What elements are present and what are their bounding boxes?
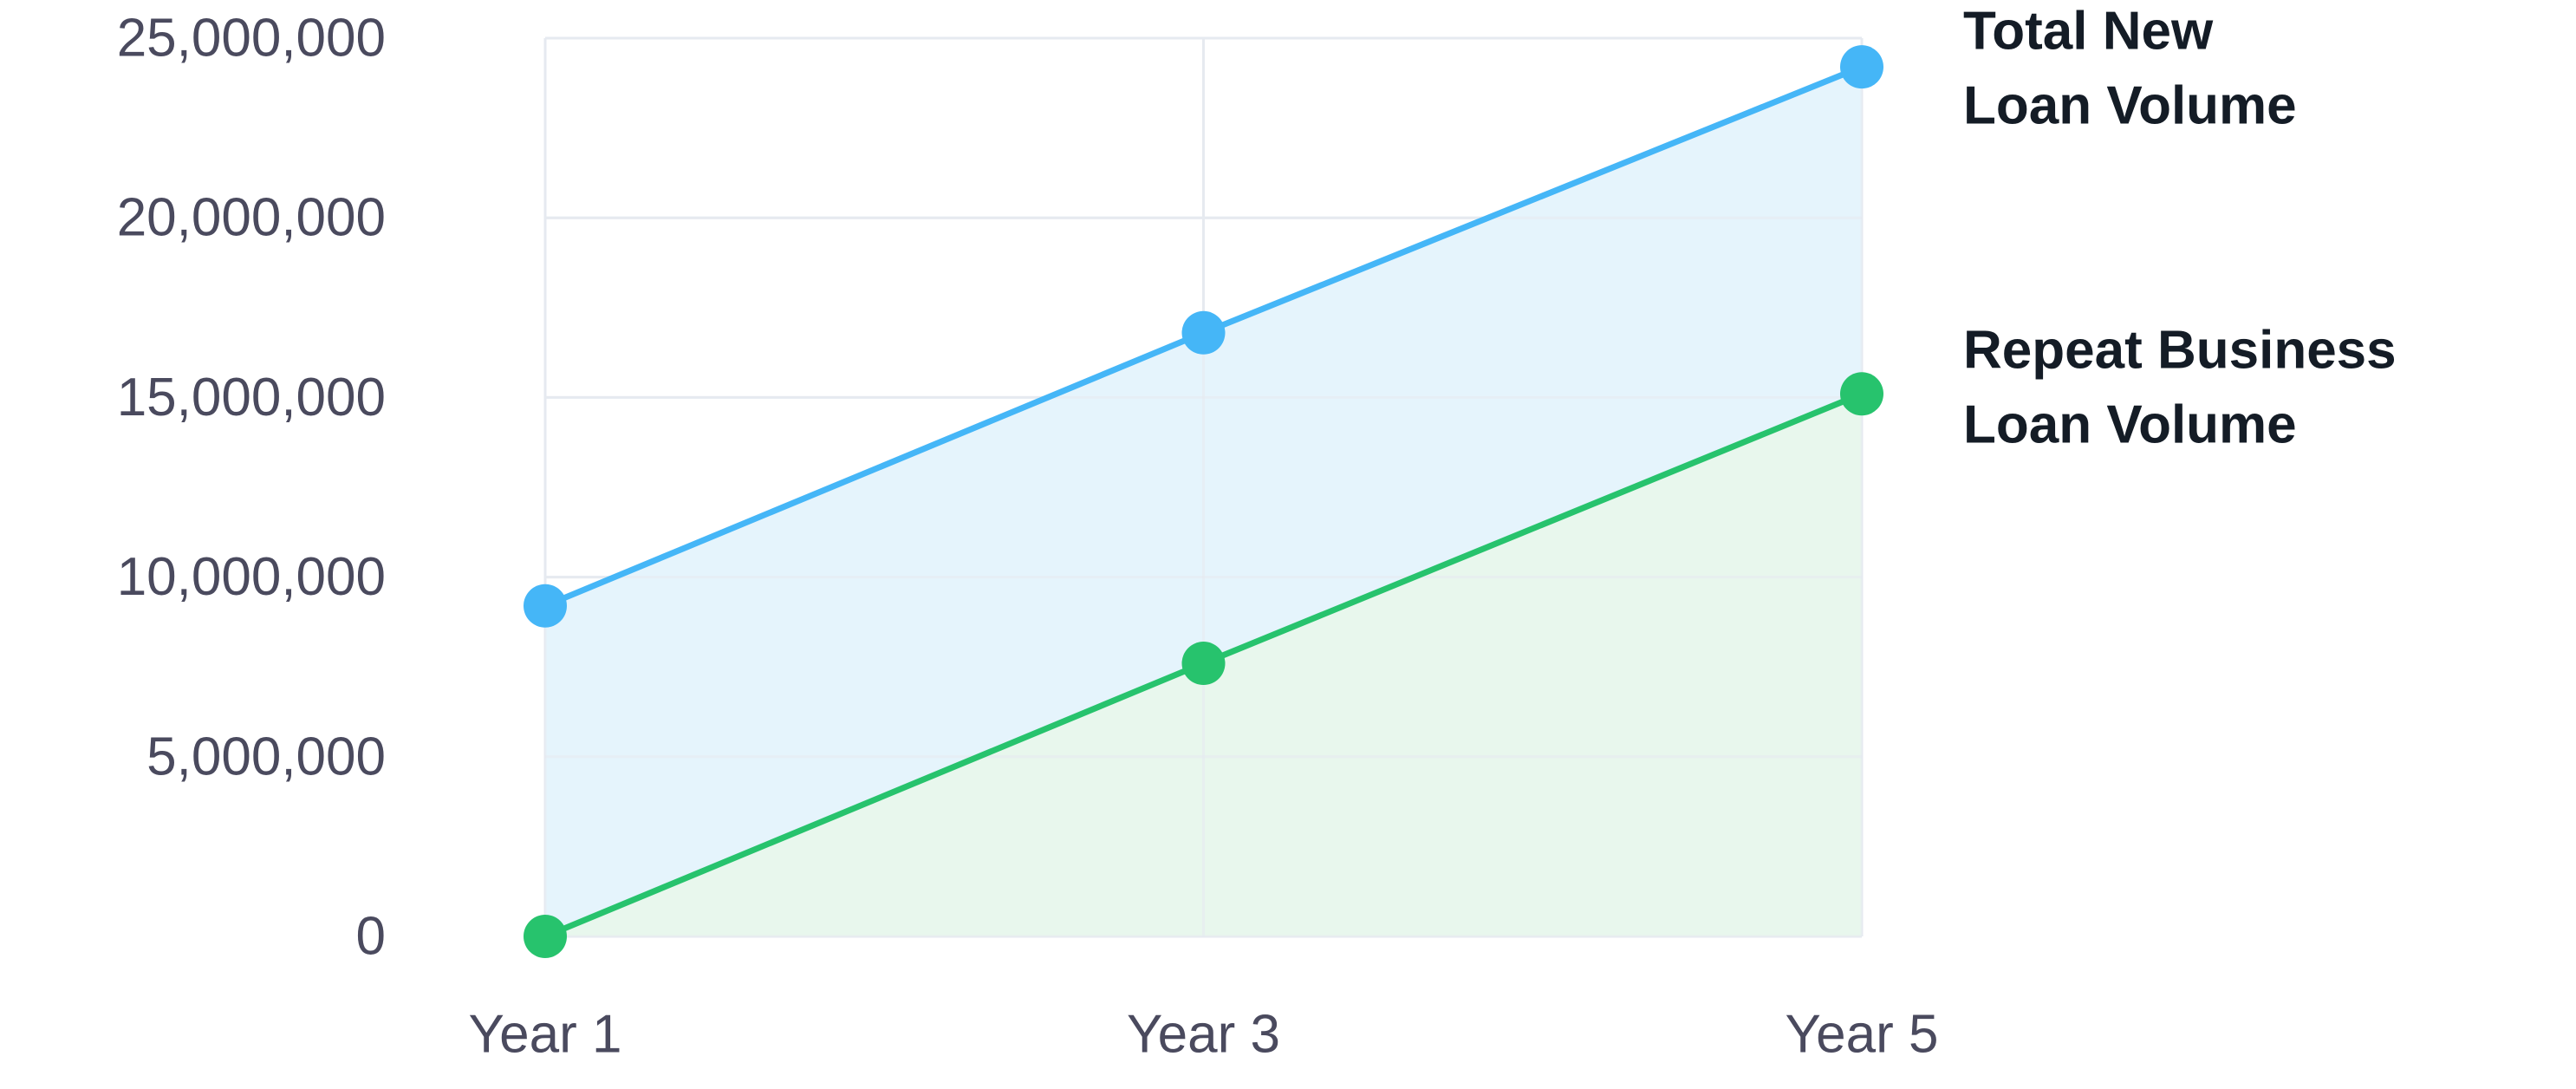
- x-axis-tick-labels: Year 1 Year 3 Year 5: [469, 1005, 1939, 1065]
- legend-label-line: Total New: [1963, 2, 2214, 62]
- y-axis-tick-labels: 0 5,000,000 10,000,000 15,000,000 20,000,000…: [117, 9, 386, 967]
- data-point-s0-0: [524, 584, 567, 628]
- x-tick-label: Year 3: [1127, 1005, 1280, 1065]
- data-points: [524, 45, 1883, 958]
- x-tick-label: Year 5: [1786, 1005, 1939, 1065]
- y-tick-label: 15,000,000: [117, 368, 386, 427]
- legend: Total New Loan Volume Repeat Business Loan …: [1963, 2, 2397, 455]
- y-tick-label: 20,000,000: [117, 188, 386, 248]
- y-tick-label: 10,000,000: [117, 547, 386, 607]
- series-areas: [543, 36, 1864, 938]
- y-tick-label: 0: [356, 907, 386, 967]
- legend-label-line: Loan Volume: [1963, 76, 2297, 136]
- legend-label-line: Loan Volume: [1963, 395, 2297, 455]
- data-point-s0-2: [1840, 45, 1883, 89]
- data-point-s1-0: [524, 915, 567, 958]
- x-tick-label: Year 1: [469, 1005, 622, 1065]
- data-point-s0-1: [1181, 310, 1226, 355]
- y-tick-label: 5,000,000: [146, 727, 386, 786]
- y-tick-label: 25,000,000: [117, 9, 386, 68]
- data-point-s1-1: [1181, 642, 1226, 686]
- data-point-s1-2: [1840, 372, 1883, 416]
- legend-label-line: Repeat Business: [1963, 321, 2397, 381]
